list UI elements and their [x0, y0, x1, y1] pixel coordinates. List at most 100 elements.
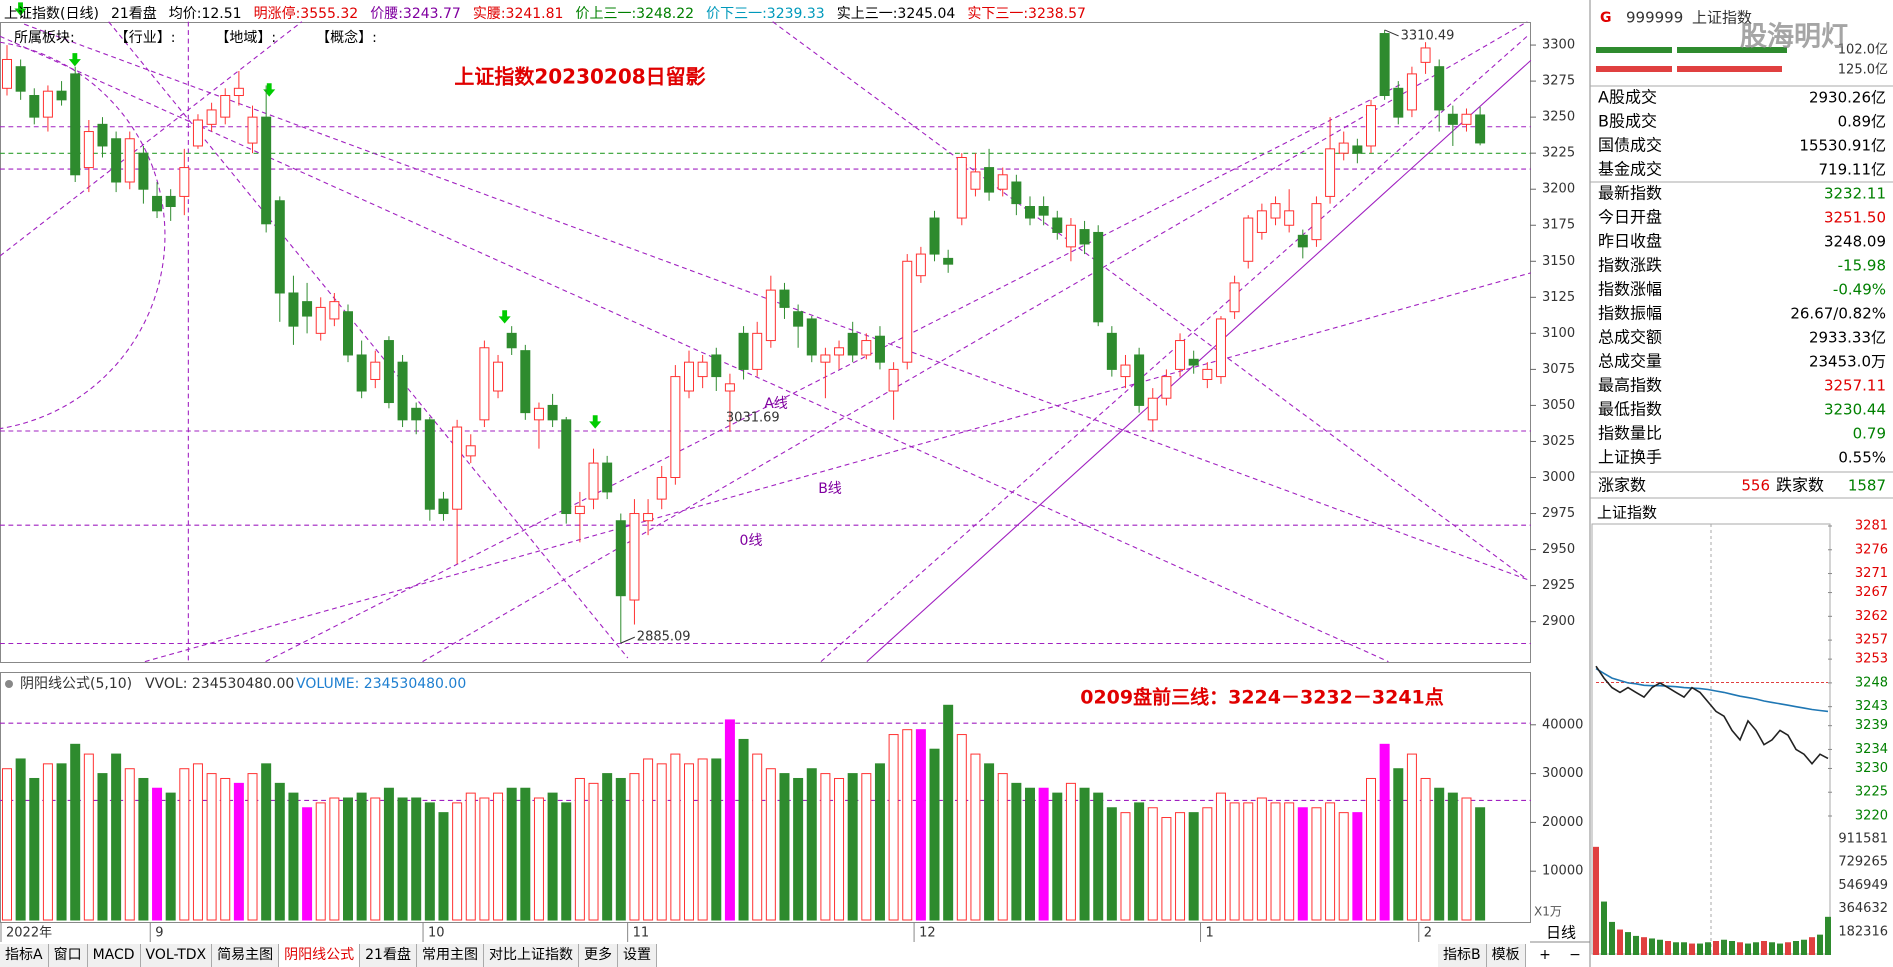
y-tick-label: 3125: [1542, 290, 1575, 305]
candle-body: [493, 361, 504, 392]
volume-bar: [874, 763, 885, 921]
tab[interactable]: VOL-TDX: [141, 944, 213, 967]
candle-body: [506, 332, 517, 349]
candle-body: [206, 109, 217, 125]
x-tick-label: 10: [428, 926, 445, 941]
quote-value: 2930.26亿: [1809, 89, 1886, 107]
tab[interactable]: MACD: [88, 944, 141, 967]
tab[interactable]: 阴阳线公式: [279, 944, 361, 967]
tab[interactable]: 模板: [1487, 944, 1526, 967]
candle-body: [192, 119, 203, 147]
candle-body: [847, 332, 858, 356]
board-tag[interactable]: 【概念】:: [316, 30, 377, 46]
volume-bar: [1011, 782, 1022, 921]
mini-tick-label: 3220: [1855, 809, 1888, 824]
tab[interactable]: 更多: [579, 944, 618, 967]
label-leader: [1384, 29, 1399, 37]
candle-body: [274, 200, 285, 294]
tab[interactable]: 21看盘: [360, 944, 417, 967]
mini-volume-bar: [1633, 935, 1639, 955]
volume-bar: [315, 802, 326, 921]
board-tag[interactable]: 【地域】:: [215, 30, 277, 46]
candle-body: [247, 116, 258, 144]
candle-body: [902, 260, 913, 363]
candle-body: [356, 354, 367, 392]
mini-vol-label: 364632: [1838, 901, 1888, 916]
quote-label: 最高指数: [1598, 376, 1662, 395]
candle-body: [711, 354, 722, 378]
candle-body: [302, 301, 313, 317]
mini-tick-label: 3271: [1855, 566, 1888, 581]
zoom-in[interactable]: +: [1539, 947, 1551, 963]
candle-body: [547, 404, 558, 421]
item-value: 3555.32: [300, 6, 359, 22]
volume-bar: [343, 797, 353, 921]
board-tag[interactable]: 所属板块:: [14, 30, 75, 46]
tab[interactable]: 指标A: [0, 944, 49, 967]
volume-bar: [1025, 787, 1035, 921]
candle-body: [1434, 66, 1445, 111]
quote-label: 指数涨跌: [1598, 256, 1662, 275]
tab[interactable]: 指标B: [1438, 944, 1487, 967]
volume-bar: [1284, 802, 1295, 921]
candle-body: [42, 90, 53, 118]
quote-value: -0.49%: [1833, 281, 1886, 299]
signal-arrows: [14, 2, 602, 429]
down-count: 1587: [1848, 477, 1886, 495]
volume-bar: [111, 753, 122, 921]
x-tick-label: 11: [633, 926, 650, 941]
tab[interactable]: 常用主图: [417, 944, 484, 967]
y-tick-label: 10000: [1542, 864, 1583, 879]
volume-bar: [479, 797, 490, 921]
candle-body: [1093, 231, 1104, 323]
quote-value: 23453.0万: [1809, 353, 1886, 371]
candle-body: [970, 171, 981, 190]
candle-body: [929, 217, 940, 255]
y-tick-label: 2975: [1542, 506, 1575, 521]
volume-bar: [697, 758, 708, 921]
x-tick-label: 2022年: [6, 926, 52, 941]
quote-label: B股成交: [1598, 112, 1657, 131]
volume-bar: [29, 777, 40, 921]
mini-volume-bar: [1673, 942, 1679, 955]
candle-body: [220, 95, 231, 118]
item-label: 明涨停:: [253, 6, 301, 22]
candle-body: [820, 354, 831, 363]
volume-bar: [888, 734, 899, 921]
board-link[interactable]: 21看盘: [110, 6, 157, 22]
volume-bar: [711, 758, 722, 921]
candle-body: [752, 332, 763, 370]
toolbar-item: 实下三一:3238.57: [967, 3, 1086, 23]
tab[interactable]: 设置: [618, 944, 657, 967]
toolbar-item: 均价:12.51: [169, 3, 242, 23]
annotation: 0线: [740, 533, 763, 549]
volume-bar: [684, 763, 694, 921]
tab[interactable]: 简易主图: [212, 944, 280, 967]
volume-bar: [834, 777, 845, 921]
volume-bar: [1188, 812, 1199, 921]
item-label: 实腰:: [472, 6, 506, 22]
toolbar-item: 价下三一:3239.33: [706, 3, 825, 23]
item-value: 3245.04: [897, 6, 956, 22]
tab[interactable]: 窗口: [49, 944, 88, 967]
tab[interactable]: 对比上证指数: [484, 944, 579, 967]
zoom-out[interactable]: −: [1569, 947, 1581, 963]
item-value: 12.51: [201, 6, 242, 22]
mini-volume-bar: [1625, 932, 1631, 955]
volume-bar: [1256, 797, 1267, 921]
candle-body: [165, 195, 176, 208]
board-tag[interactable]: 【行业】:: [114, 30, 176, 46]
volume-bar: [1393, 768, 1404, 921]
candle-body: [479, 347, 490, 421]
candle-body: [984, 167, 995, 193]
candle-body: [629, 513, 640, 601]
mini-tick-label: 3281: [1855, 519, 1888, 534]
volume-bar: [493, 792, 504, 921]
price-line: [1595, 665, 1829, 765]
volume-bar: [915, 729, 926, 921]
candle-body: [397, 361, 408, 421]
y-tick-label: 3175: [1542, 218, 1575, 233]
volume-bar: [233, 782, 244, 921]
volume-bar: [738, 738, 749, 921]
